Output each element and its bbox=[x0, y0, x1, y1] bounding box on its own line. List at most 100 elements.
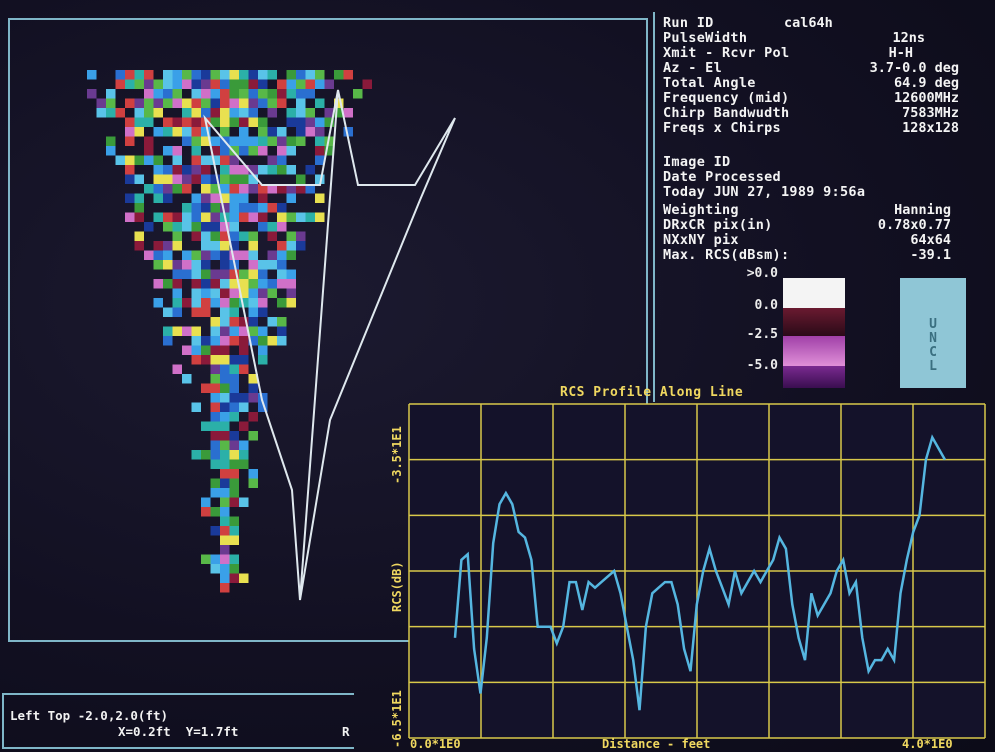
radar-pixel bbox=[144, 89, 154, 99]
radar-pixel bbox=[277, 326, 287, 336]
radar-pixel bbox=[315, 174, 325, 184]
radar-pixel bbox=[201, 421, 211, 431]
radar-pixel bbox=[248, 250, 258, 260]
radar-pixel bbox=[106, 98, 116, 108]
radar-pixel bbox=[296, 136, 306, 146]
radar-pixel bbox=[210, 70, 220, 80]
radar-pixel bbox=[172, 307, 182, 317]
radar-pixel bbox=[229, 279, 239, 289]
radar-pixel bbox=[258, 307, 268, 317]
radar-pixel bbox=[229, 478, 239, 488]
max-rcs-label: Max. RCS(dBsm): bbox=[663, 247, 790, 263]
legend-swatch-purple bbox=[783, 366, 845, 388]
radar-pixel bbox=[229, 203, 239, 213]
radar-image-panel bbox=[8, 18, 648, 642]
radar-pixel bbox=[220, 345, 230, 355]
radar-pixel bbox=[172, 165, 182, 175]
radar-pixel bbox=[210, 184, 220, 194]
radar-pixel bbox=[229, 165, 239, 175]
radar-pixel bbox=[258, 184, 268, 194]
radar-pixel bbox=[248, 203, 258, 213]
radar-pixel bbox=[248, 336, 258, 346]
radar-pixel bbox=[305, 165, 315, 175]
radar-pixel bbox=[134, 70, 144, 80]
radar-pixel bbox=[267, 288, 277, 298]
radar-pixel bbox=[172, 241, 182, 251]
radar-pixel bbox=[201, 250, 211, 260]
radar-pixel bbox=[258, 279, 268, 289]
radar-pixel bbox=[239, 231, 249, 241]
radar-pixel bbox=[172, 98, 182, 108]
radar-pixel bbox=[163, 117, 173, 127]
radar-pixel bbox=[210, 488, 220, 498]
radar-pixel bbox=[191, 250, 201, 260]
radar-pixel bbox=[229, 497, 239, 507]
radar-pixel bbox=[286, 89, 296, 99]
radar-pixel bbox=[134, 155, 144, 165]
radar-pixel bbox=[201, 155, 211, 165]
radar-pixel bbox=[163, 241, 173, 251]
radar-pixel bbox=[201, 231, 211, 241]
radar-pixel bbox=[248, 260, 258, 270]
radar-pixel bbox=[239, 146, 249, 156]
radar-pixel bbox=[172, 70, 182, 80]
radar-pixel bbox=[286, 193, 296, 203]
radar-pixel bbox=[277, 98, 287, 108]
radar-pixel bbox=[106, 108, 116, 118]
radar-pixel bbox=[191, 288, 201, 298]
radar-pixel bbox=[296, 184, 306, 194]
radar-pixel bbox=[191, 193, 201, 203]
radar-pixel bbox=[239, 345, 249, 355]
chirp-bandwidth-label: Chirp Bandwudth bbox=[663, 105, 790, 121]
radar-pixel bbox=[210, 355, 220, 365]
radar-pixel bbox=[172, 269, 182, 279]
radar-pixel bbox=[229, 117, 239, 127]
radar-pixel bbox=[239, 326, 249, 336]
rcs-series-line bbox=[453, 434, 947, 711]
radar-pixel bbox=[220, 298, 230, 308]
legend-swatch-maroon bbox=[783, 308, 845, 336]
radar-pixel bbox=[239, 450, 249, 460]
radar-pixel bbox=[220, 545, 230, 555]
radar-pixel bbox=[239, 279, 249, 289]
run-id-value: cal64h bbox=[784, 15, 833, 31]
radar-pixel bbox=[210, 231, 220, 241]
radar-pixel bbox=[258, 393, 268, 403]
radar-pixel bbox=[229, 469, 239, 479]
legend-label-0: 0.0 bbox=[754, 298, 778, 313]
radar-pixel bbox=[210, 98, 220, 108]
radar-pixel bbox=[191, 212, 201, 222]
radar-pixel bbox=[239, 174, 249, 184]
radar-pixel bbox=[220, 374, 230, 384]
radar-pixel bbox=[305, 89, 315, 99]
radar-pixel bbox=[182, 212, 192, 222]
info-panel bbox=[653, 12, 993, 402]
radar-pixel bbox=[296, 108, 306, 118]
radar-pixel bbox=[248, 212, 258, 222]
radar-pixel bbox=[239, 117, 249, 127]
radar-pixel bbox=[343, 70, 353, 80]
radar-pixel bbox=[220, 459, 230, 469]
radar-pixel bbox=[220, 317, 230, 327]
radar-pixel bbox=[286, 298, 296, 308]
radar-pixel bbox=[277, 317, 287, 327]
radar-pixel bbox=[182, 184, 192, 194]
radar-pixel bbox=[210, 421, 220, 431]
radar-pixel bbox=[296, 117, 306, 127]
radar-pixel bbox=[125, 117, 135, 127]
radar-pixel bbox=[96, 98, 106, 108]
radar-pixel bbox=[267, 127, 277, 137]
radar-pixel bbox=[267, 317, 277, 327]
radar-pixel bbox=[229, 535, 239, 545]
radar-pixel bbox=[286, 117, 296, 127]
radar-pixel bbox=[229, 193, 239, 203]
radar-pixel bbox=[229, 374, 239, 384]
radar-pixel bbox=[87, 89, 97, 99]
radar-pixel bbox=[182, 269, 192, 279]
radar-pixel bbox=[220, 307, 230, 317]
radar-pixel bbox=[286, 288, 296, 298]
radar-pixel bbox=[220, 250, 230, 260]
radar-pixel bbox=[220, 108, 230, 118]
radar-pixel bbox=[296, 127, 306, 137]
radar-pixel bbox=[210, 383, 220, 393]
